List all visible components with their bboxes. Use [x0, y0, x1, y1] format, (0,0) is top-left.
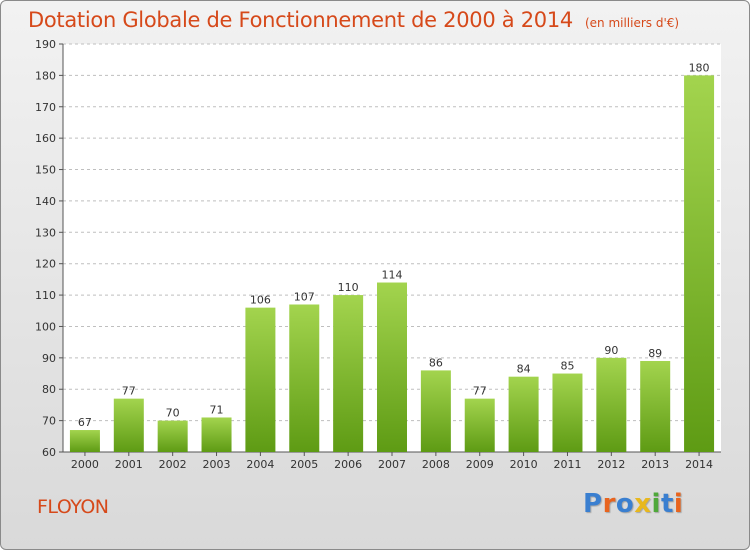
x-tick-label: 2014: [685, 458, 713, 471]
y-tick-label: 80: [42, 383, 56, 396]
x-tick-label: 2002: [159, 458, 187, 471]
logo-letter: r: [602, 489, 616, 519]
bar: [552, 373, 583, 452]
x-tick-label: 2010: [510, 458, 538, 471]
value-label: 106: [250, 294, 271, 307]
y-tick-label: 140: [35, 195, 56, 208]
bar: [464, 398, 495, 452]
value-label: 67: [78, 416, 92, 429]
bar: [640, 360, 671, 452]
bar: [508, 376, 539, 452]
bar: [333, 295, 364, 452]
value-label: 86: [429, 356, 443, 369]
chart-title-unit: (en milliers d'€): [584, 16, 680, 30]
x-tick-labels: 2000 2001 2002 2003 2004 2005 2006 2007 2008 2009…: [71, 458, 713, 471]
y-tick-label: 60: [42, 446, 56, 459]
value-label: 89: [648, 347, 662, 360]
y-tick-labels: 60 70 80 90 100 110 120 130 140 150 160 170 180 190: [35, 38, 56, 459]
value-labels: 67 77 70 71 106 107 110 114 86 77 84 85 90 89 180: [78, 61, 710, 429]
value-label: 85: [560, 360, 574, 373]
value-label: 77: [122, 385, 136, 398]
x-tick-label: 2009: [466, 458, 494, 471]
x-tick-label: 2005: [290, 458, 318, 471]
value-label: 70: [166, 407, 180, 420]
bar: [420, 370, 451, 452]
bar: [289, 304, 320, 452]
bar: [69, 430, 100, 452]
chart-title: Dotation Globale de Fonctionnement de 20…: [28, 8, 679, 32]
bars: [69, 75, 715, 452]
y-tick-label: 160: [35, 132, 56, 145]
value-label: 90: [604, 344, 618, 357]
y-tick-label: 190: [35, 38, 56, 51]
value-label: 84: [517, 363, 531, 376]
logo-letter: i: [651, 489, 661, 519]
commune-name: FLOYON: [37, 496, 109, 518]
x-tick-label: 2003: [203, 458, 231, 471]
bar: [201, 417, 232, 452]
bar: [157, 420, 188, 452]
y-tick-label: 180: [35, 69, 56, 82]
y-tick-label: 130: [35, 226, 56, 239]
bar: [596, 357, 627, 452]
value-label: 77: [473, 385, 487, 398]
bar: [377, 282, 407, 452]
x-tick-label: 2013: [641, 458, 669, 471]
x-tick-label: 2000: [71, 458, 99, 471]
y-tick-label: 150: [35, 164, 56, 177]
value-label: 71: [210, 403, 224, 416]
x-tick-label: 2008: [422, 458, 450, 471]
x-tick-label: 2007: [378, 458, 406, 471]
value-label: 107: [294, 290, 315, 303]
bar: [245, 307, 276, 452]
x-tick-label: 2001: [115, 458, 143, 471]
y-tick-label: 170: [35, 101, 56, 114]
chart-title-main: Dotation Globale de Fonctionnement de 20…: [28, 8, 573, 32]
bar: [684, 75, 715, 452]
logo-letter: i: [673, 489, 684, 519]
value-label: 110: [338, 281, 359, 294]
logo-letter: t: [660, 489, 674, 519]
y-tick-label: 90: [42, 352, 56, 365]
logo-letter: P: [583, 489, 603, 519]
bar: [113, 398, 144, 452]
y-tick-label: 120: [35, 258, 56, 271]
y-tick-label: 70: [42, 415, 56, 428]
proxiti-logo[interactable]: Proxiti: [583, 489, 683, 519]
value-label: 180: [689, 61, 710, 74]
y-tick-label: 100: [35, 320, 56, 333]
value-label: 114: [382, 269, 403, 282]
logo-letter: x: [634, 489, 652, 519]
x-tick-label: 2012: [597, 458, 625, 471]
x-tick-label: 2006: [334, 458, 362, 471]
y-tick-label: 110: [35, 289, 56, 302]
logo-letter: o: [615, 489, 635, 519]
x-tick-label: 2004: [246, 458, 274, 471]
x-tick-label: 2011: [553, 458, 581, 471]
